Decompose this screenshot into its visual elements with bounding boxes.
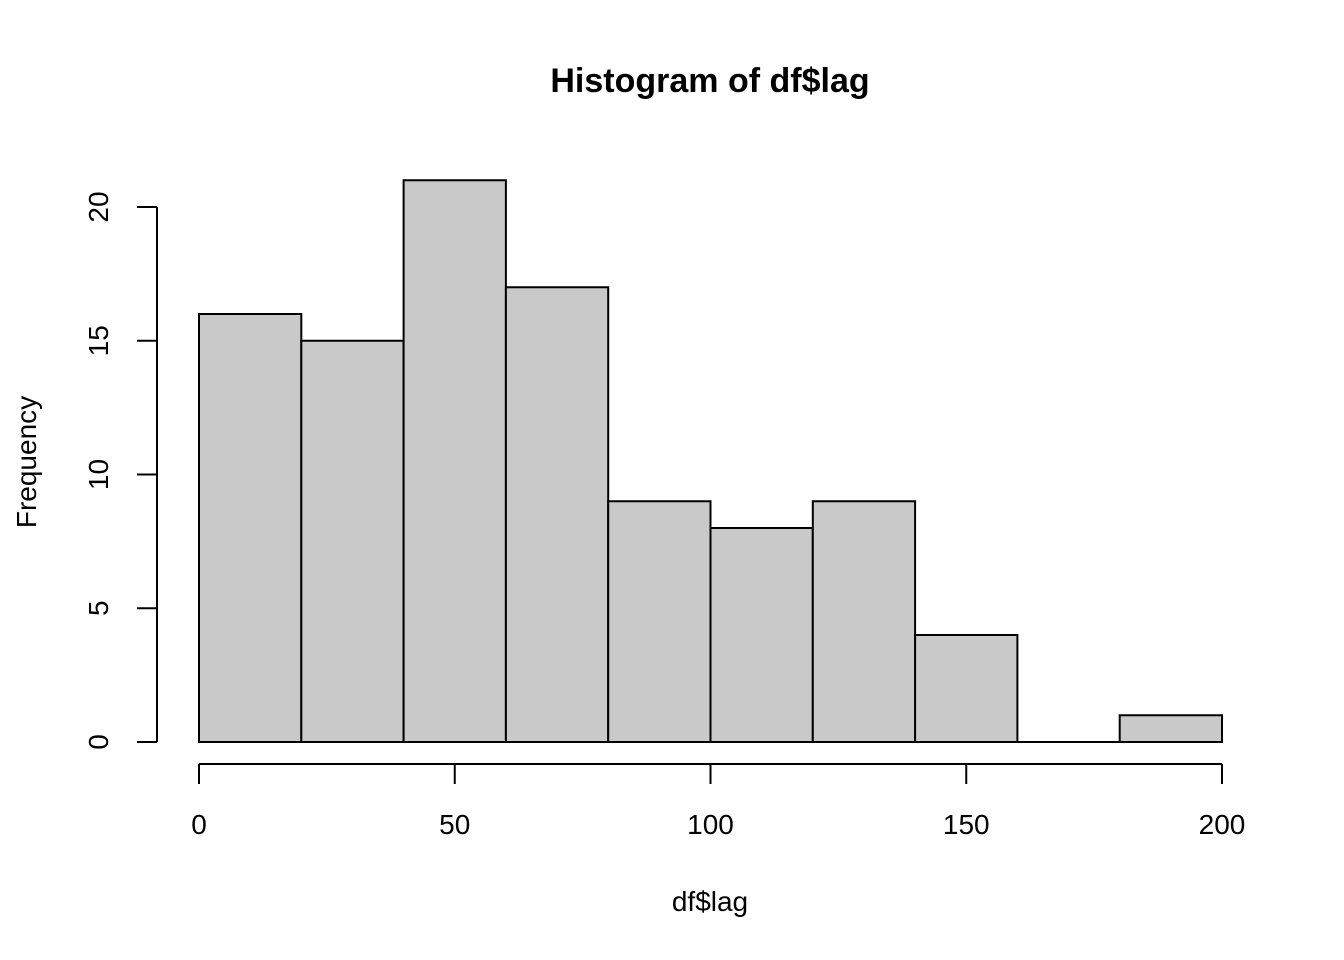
y-tick-label-1: 5 <box>83 600 114 616</box>
y-tick-label-2: 10 <box>83 459 114 490</box>
x-tick-label-3: 150 <box>943 809 990 840</box>
histogram-bar-1 <box>300 339 405 743</box>
histogram-bar-9 <box>1118 714 1223 743</box>
x-axis: 0 50 100 150 200 <box>191 763 1246 840</box>
histogram-bar-7 <box>914 634 1019 743</box>
y-tick-label-3: 15 <box>83 325 114 356</box>
x-tick-label-1: 50 <box>439 809 470 840</box>
histogram-bar-6 <box>811 500 917 743</box>
histogram-bar-2 <box>402 179 507 743</box>
y-axis-label: Frequency <box>11 396 42 528</box>
bars-group <box>198 179 1223 743</box>
y-tick-label-0: 0 <box>83 734 114 750</box>
histogram-bar-5 <box>709 527 814 743</box>
y-axis: 0 5 10 15 20 <box>83 191 158 750</box>
x-axis-label: df$lag <box>672 886 748 917</box>
chart-title: Histogram of df$lag <box>550 62 869 100</box>
histogram-bar-0 <box>198 313 303 743</box>
x-tick-label-4: 200 <box>1199 809 1246 840</box>
x-tick-label-0: 0 <box>191 809 207 840</box>
y-tick-label-4: 20 <box>83 191 114 222</box>
histogram-bar-4 <box>607 500 712 743</box>
x-tick-label-2: 100 <box>687 809 734 840</box>
histogram-bar-3 <box>504 286 610 743</box>
